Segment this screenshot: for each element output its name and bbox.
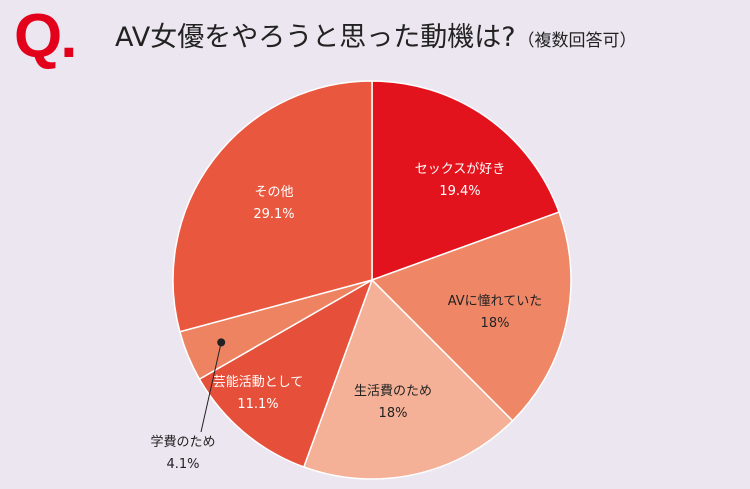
slice-value-label: 4.1% <box>166 457 199 472</box>
slice-label: 生活費のため <box>354 384 432 399</box>
q-mark: Q. <box>14 2 77 71</box>
pie-slice <box>198 278 374 468</box>
slice-label: 芸能活動として <box>213 374 304 390</box>
pie-slices <box>172 80 572 480</box>
pie-labels: セックスが好き 19.4% AVに憧れていた 18% 生活費のため 18% 芸能活動として 1… <box>150 162 542 472</box>
pie-slice <box>172 80 373 333</box>
title-text: AV女優をやろうと思った動機は? <box>115 22 516 53</box>
slice-value-label: 18% <box>481 316 510 331</box>
slice-value-label: 19.4% <box>439 184 480 199</box>
slice-label: 学費のため <box>150 434 215 450</box>
slice-value-label: 11.1% <box>237 397 278 412</box>
slice-label: その他 <box>254 185 293 200</box>
slice-label: AVに憧れていた <box>448 294 543 309</box>
pie-slice <box>371 80 561 282</box>
pie-slice <box>302 278 514 480</box>
slice-value-label: 18% <box>379 406 408 421</box>
slice-label: セックスが好き <box>415 162 506 177</box>
title-note: （複数回答可） <box>517 31 637 51</box>
leader-line <box>200 342 222 433</box>
chart-title: AV女優をやろうと思った動機は? （複数回答可） <box>115 22 637 57</box>
pie-slice <box>370 211 572 422</box>
slice-value-label: 29.1% <box>253 207 294 222</box>
